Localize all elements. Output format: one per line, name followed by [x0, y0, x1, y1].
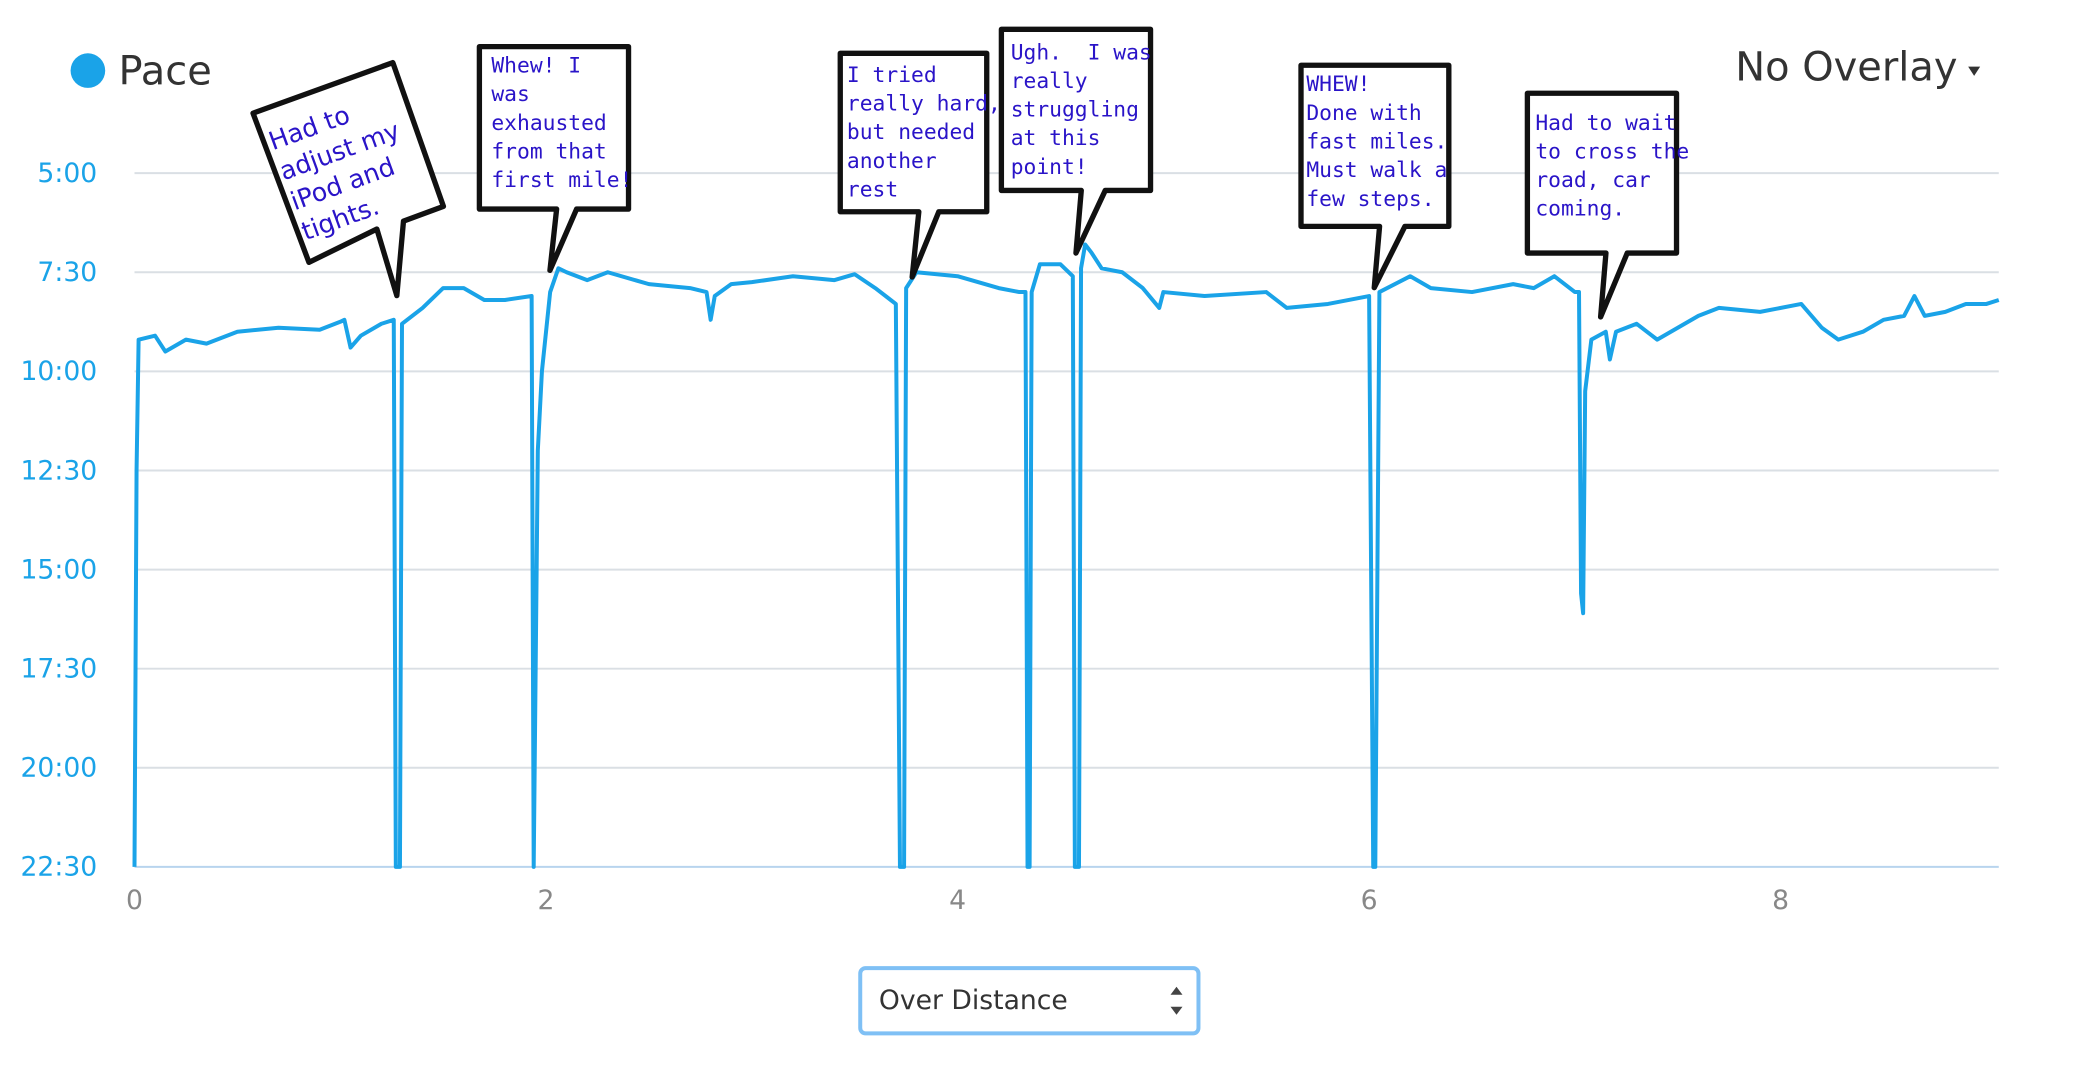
- y-tick-label: 20:00: [20, 753, 97, 784]
- callout-text: Had to wait to cross the road, car coming.: [1535, 111, 1689, 222]
- callout-line: really: [1011, 69, 1088, 94]
- callout-box: [1298, 62, 1452, 291]
- legend-label[interactable]: Pace: [119, 48, 212, 94]
- callout-line: to cross the: [1535, 139, 1689, 164]
- callout-text: WHEW! Done with fast miles. Must walk a few …: [1306, 72, 1447, 212]
- pace-line: [132, 242, 2000, 869]
- callout-line: at this: [1011, 126, 1101, 151]
- plot-area: 5:00 7:30 10:00 12:30 15:00 17:30 20:00 22:30 0 2…: [20, 158, 2000, 916]
- callout-line: was: [491, 82, 529, 107]
- callout-text: I tried really hard, but needed another rest: [847, 63, 1001, 203]
- legend-swatch: [70, 53, 106, 88]
- y-tick-label: 7:30: [37, 257, 97, 288]
- callout-text: Whew! I was exhausted from that first mile!: [491, 54, 632, 194]
- callout-line: Must walk a: [1306, 158, 1447, 183]
- callout-line: WHEW!: [1306, 72, 1370, 97]
- select-arrows: [1170, 986, 1183, 1015]
- callout-line: Done with: [1306, 101, 1421, 126]
- y-tick-label: 15:00: [20, 554, 97, 585]
- callout-box: [998, 26, 1154, 256]
- callout-line: Whew! I: [491, 54, 581, 79]
- callout-line: Ugh. I was: [1011, 40, 1152, 65]
- callout-line: from that: [491, 139, 606, 164]
- callout-line: coming.: [1535, 197, 1625, 222]
- view-select-label: Over Distance: [879, 985, 1068, 1016]
- y-tick-label: 12:30: [20, 455, 97, 486]
- callout-line: fast miles.: [1306, 130, 1447, 155]
- callout-line: exhausted: [491, 111, 606, 136]
- callout-text: Ugh. I was really struggling at this point!: [1011, 40, 1152, 180]
- x-tick-label: 8: [1772, 885, 1789, 916]
- callout-line: I tried: [847, 63, 937, 88]
- callout-box: [1524, 90, 1680, 320]
- overlay-menu[interactable]: No Overlay: [1735, 44, 1957, 90]
- view-select[interactable]: [858, 966, 1201, 1036]
- callout-line: first mile!: [491, 168, 632, 193]
- callout-line: Had to wait: [1535, 111, 1676, 136]
- callout-line: really hard,: [847, 92, 1001, 117]
- y-tick-label: 17:30: [20, 654, 97, 685]
- callout-box: [837, 50, 990, 280]
- callout-box: [476, 43, 632, 274]
- callout-box: [250, 59, 447, 299]
- callout-line: another: [847, 149, 937, 174]
- y-tick-label: 22:30: [20, 852, 97, 883]
- x-tick-label: 0: [126, 885, 143, 916]
- callout-line: few steps.: [1306, 187, 1434, 212]
- x-tick-label: 2: [538, 885, 555, 916]
- x-tick-label: 4: [949, 885, 966, 916]
- x-tick-label: 6: [1361, 885, 1378, 916]
- y-tick-label: 10:00: [20, 356, 97, 387]
- overlay-caret: [1968, 66, 1981, 76]
- callout-line: point!: [1011, 155, 1088, 180]
- callout-line: rest: [847, 177, 898, 202]
- callout-line: but needed: [847, 120, 975, 145]
- callout-line: road, car: [1535, 168, 1651, 193]
- callout-line: struggling: [1011, 98, 1139, 123]
- y-tick-label: 5:00: [37, 158, 97, 189]
